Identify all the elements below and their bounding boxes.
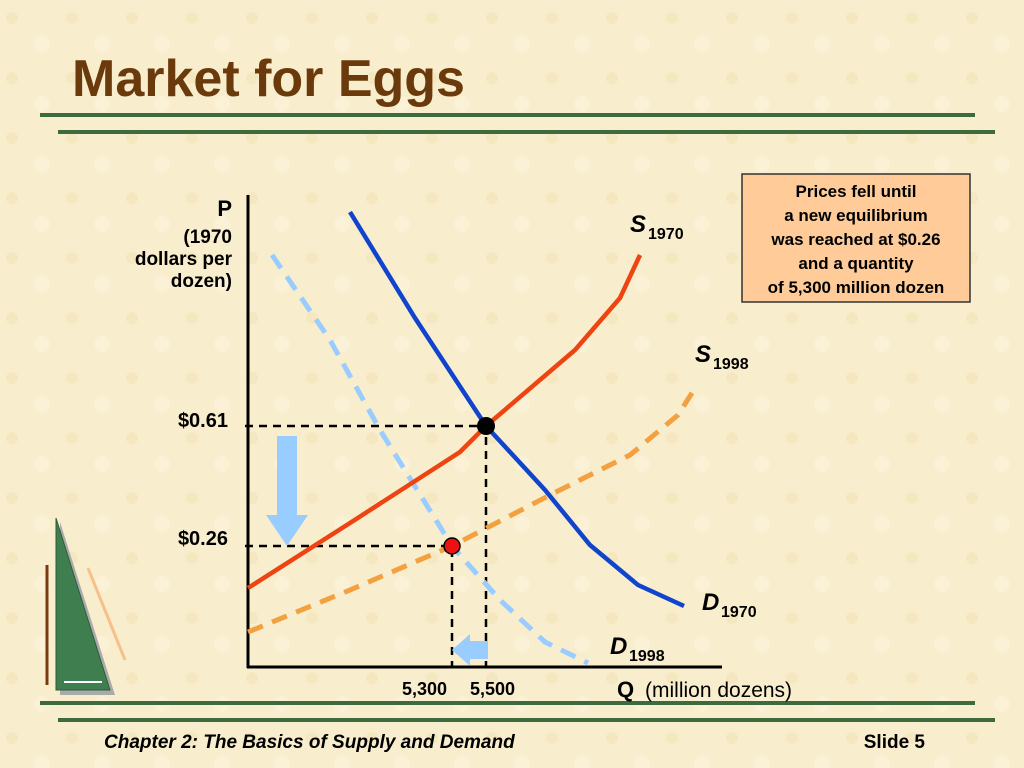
down-arrow [266,436,308,546]
y-axis-label: (1970 [183,227,232,248]
curve-year: 1998 [629,648,665,665]
callout-box [741,173,971,303]
curve-year: 1998 [713,356,749,373]
title: Market for Eggs [72,50,465,108]
callout-line: was reached at $0.26 [770,230,940,249]
curve-letter: D [702,589,719,616]
curve-letter: S [630,211,646,238]
callout-line: of 5,300 million dozen [768,278,945,297]
y-axis-symbol: P [217,196,232,221]
guide-line [245,544,454,667]
curve-year: 1970 [721,604,757,621]
quantity-label: 5,500 [470,679,515,699]
price-label: $0.26 [178,528,228,550]
x-axis-label: (million dozens) [645,679,792,702]
callout-line: Prices fell until [796,182,917,201]
left-arrow [452,634,488,666]
callout-line: and a quantity [798,254,914,273]
demand-curve-1970 [348,210,685,609]
curve-letter: S [695,341,711,368]
equilibrium-1998 [443,537,461,555]
quantity-label: 5,300 [402,679,447,699]
x-axis-symbol: Q [617,677,634,702]
callout-line: a new equilibrium [784,206,928,225]
footer-chapter: Chapter 2: The Basics of Supply and Dema… [104,732,515,753]
curve-letter: D [610,633,627,660]
y-axis-label: dozen) [171,271,232,292]
decoration [86,567,127,661]
decoration [55,517,111,691]
equilibrium-1970 [477,417,495,435]
price-label: $0.61 [178,410,228,432]
curve-year: 1970 [648,226,684,243]
footer-slide: Slide 5 [864,732,926,753]
y-axis-label: dollars per [135,249,233,270]
supply-curve-1998 [247,383,700,635]
